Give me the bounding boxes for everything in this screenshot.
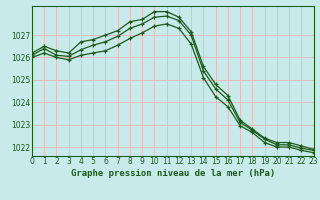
X-axis label: Graphe pression niveau de la mer (hPa): Graphe pression niveau de la mer (hPa) [71,169,275,178]
